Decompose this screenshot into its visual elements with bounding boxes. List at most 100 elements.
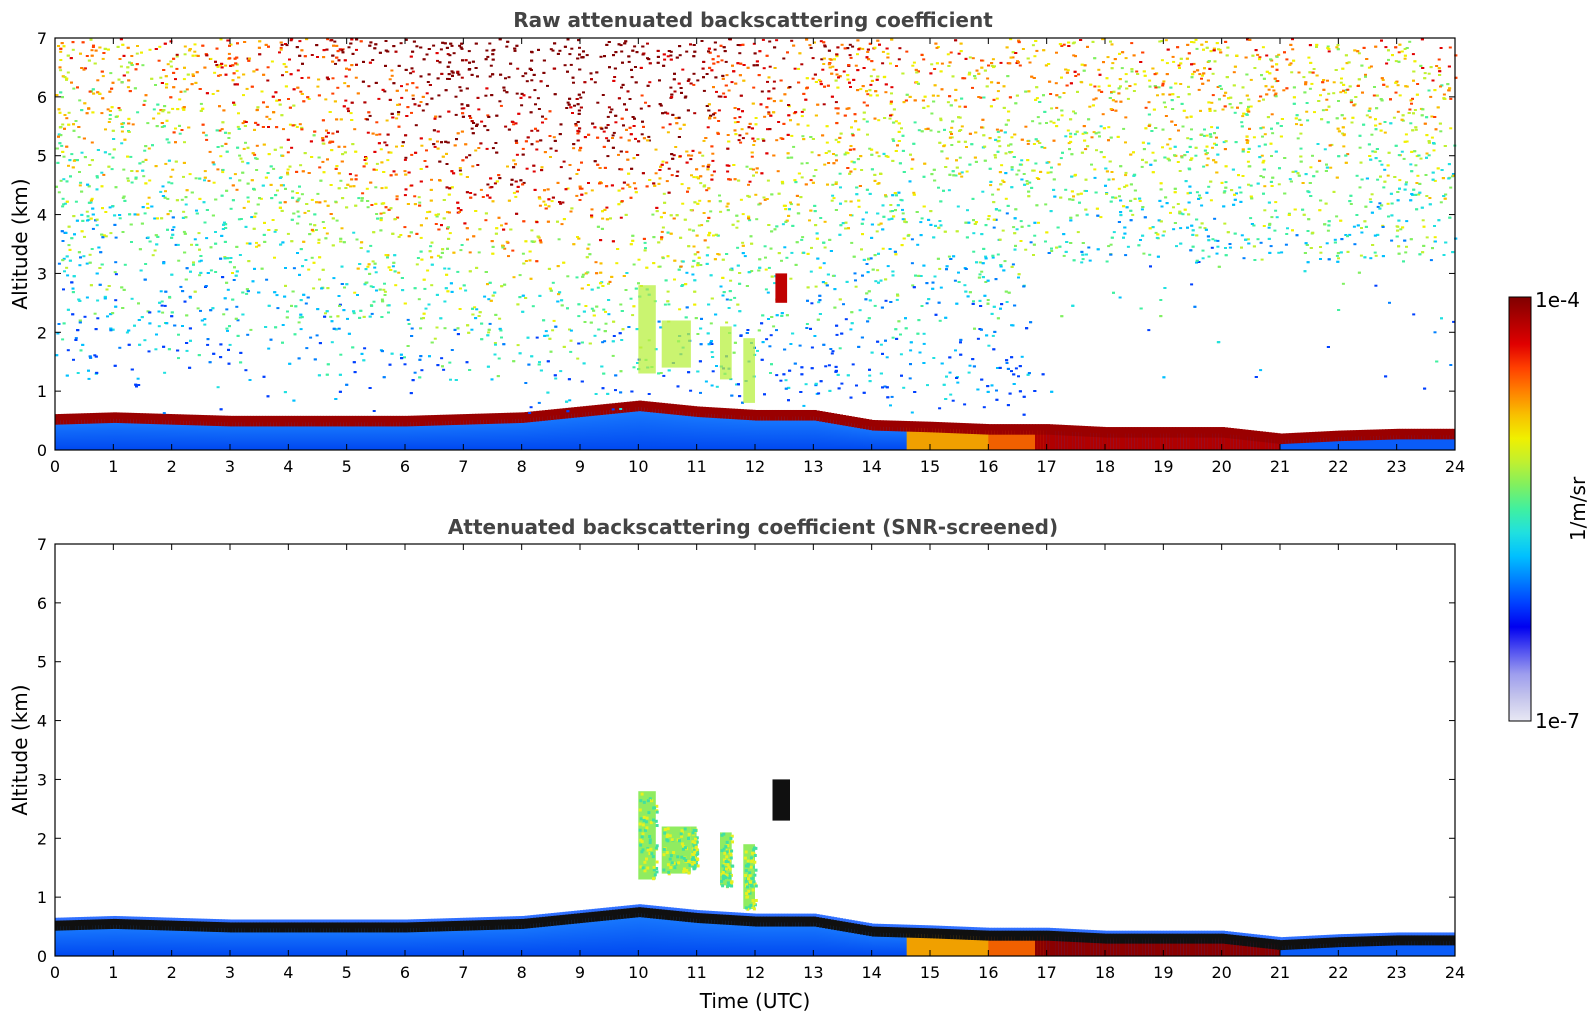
speckle-cell (713, 48, 717, 51)
bl-top-band (1072, 425, 1077, 437)
speckle-cell (101, 57, 105, 60)
bl-top-band (200, 414, 205, 426)
speckle-cell (415, 263, 419, 266)
speckle-cell (279, 48, 283, 51)
bl-top-band (133, 412, 138, 424)
bl-column (626, 408, 631, 450)
speckle-cell (1269, 245, 1273, 248)
speckle-cell (1126, 245, 1130, 248)
speckle-cell (711, 152, 715, 155)
speckle-cell (953, 279, 957, 282)
speckle-cell (605, 137, 609, 140)
speckle-cell (1005, 362, 1009, 364)
speckle-cell (468, 115, 472, 117)
speckle-cell (692, 83, 696, 86)
speckle-cell (715, 90, 718, 93)
bl-top-band (997, 424, 1001, 435)
speckle-cell (160, 126, 164, 128)
speckle-cell (486, 129, 490, 132)
speckle-cell (314, 229, 318, 231)
speckle-cell (767, 266, 771, 269)
speckle-cell (456, 270, 460, 273)
bl-top-band (720, 407, 724, 419)
bl-top-band (883, 420, 887, 431)
speckle-cell (948, 371, 952, 374)
speckle-cell (853, 168, 857, 171)
speckle-cell (585, 54, 589, 57)
bl-top-band (57, 414, 62, 425)
speckle-cell (224, 64, 228, 67)
speckle-cell (237, 218, 241, 221)
speckle-cell (180, 129, 184, 131)
speckle-cell (339, 179, 343, 182)
speckle-cell (370, 312, 374, 315)
bl-top-band (372, 415, 377, 427)
bl-top-band (168, 414, 173, 425)
bl-top-band (203, 415, 208, 426)
speckle-cell (1106, 56, 1110, 59)
speckle-cell (170, 182, 174, 185)
speckle-cell (889, 404, 892, 407)
bl-column (422, 421, 426, 450)
bl-top-band (1253, 430, 1258, 442)
speckle-cell (733, 121, 737, 124)
bl-top-band (953, 422, 957, 434)
speckle-cell (1311, 154, 1314, 157)
speckle-cell (1160, 59, 1164, 62)
speckle-cell (253, 153, 257, 156)
speckle-cell (1370, 193, 1374, 196)
bl-top-band (752, 409, 756, 421)
speckle-cell (767, 111, 771, 114)
speckle-cell (143, 212, 147, 215)
bl-top-band (1382, 429, 1386, 440)
bl-top-band (912, 421, 916, 432)
speckle-cell (153, 249, 157, 252)
speckle-cell (232, 279, 236, 281)
bl-top-band (256, 415, 260, 427)
speckle-cell (1031, 120, 1035, 123)
speckle-cell (821, 68, 825, 71)
speckle-cell (802, 404, 806, 407)
speckle-cell (1299, 147, 1303, 150)
speckle-cell (1306, 119, 1310, 122)
speckle-cell (938, 319, 942, 322)
bl-top-band (1067, 425, 1071, 436)
bl-top-band (1148, 427, 1153, 438)
bl-column (192, 421, 196, 450)
bl-column (1282, 439, 1287, 450)
bl-top-band (1096, 426, 1100, 438)
speckle-cell (475, 308, 479, 311)
speckle-cell (811, 77, 815, 80)
speckle-cell (590, 216, 594, 219)
speckle-cell (169, 175, 173, 178)
speckle-cell (336, 86, 340, 89)
speckle-cell (1414, 164, 1418, 167)
bl-column (98, 419, 103, 450)
speckle-cell (1325, 98, 1329, 101)
speckle-cell (822, 103, 826, 106)
speckle-cell (464, 289, 468, 292)
bl-top-band (1285, 433, 1290, 444)
speckle-cell (702, 139, 706, 142)
speckle-cell (524, 382, 528, 384)
bl-top-band (857, 417, 861, 429)
speckle-cell (486, 183, 490, 186)
speckle-cell (500, 224, 503, 227)
heatmap-raw (55, 38, 1458, 450)
speckle-cell (1398, 179, 1402, 182)
speckle-cell (996, 130, 1000, 133)
bl-column (857, 423, 861, 450)
bl-top-band (527, 411, 531, 423)
speckle-cell (925, 302, 929, 305)
speckle-cell (171, 107, 175, 110)
bl-column (480, 420, 485, 450)
bl-top-band (708, 407, 712, 418)
speckle-cell (1080, 81, 1084, 84)
speckle-cell (222, 313, 226, 316)
speckle-cell (572, 147, 576, 150)
bl-top-band (218, 415, 222, 427)
speckle-cell (689, 158, 693, 161)
speckle-cell (1084, 148, 1088, 151)
speckle-cell (1209, 199, 1213, 202)
bl-column (591, 411, 596, 450)
